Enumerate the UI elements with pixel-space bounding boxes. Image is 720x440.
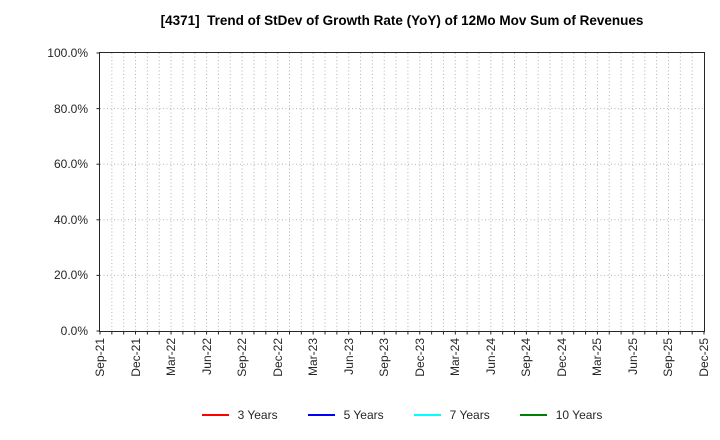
x-tick-label: Mar-22: [164, 338, 179, 377]
x-tick-label: Sep-23: [377, 338, 392, 377]
x-tick-label: Sep-22: [235, 338, 250, 377]
legend-item: 10 Years: [519, 408, 603, 422]
chart-title: [4371] Trend of StDev of Growth Rate (Yo…: [160, 13, 644, 28]
legend: 3 Years 5 Years 7 Years 10 Years: [100, 405, 704, 425]
legend-item: 5 Years: [307, 408, 384, 422]
x-tick-label: Dec-24: [554, 338, 569, 377]
legend-line-swatch: [413, 414, 441, 416]
x-tick-label: Dec-25: [697, 338, 711, 377]
x-tick-label: Mar-24: [448, 338, 463, 377]
y-axis: 0.0% 20.0% 40.0% 60.0% 80.0% 100.0%: [0, 0, 88, 440]
legend-item: 3 Years: [201, 408, 278, 422]
legend-label: 10 Years: [555, 408, 603, 422]
x-tick-label: Jun-25: [625, 338, 640, 375]
legend-line-swatch: [519, 414, 547, 416]
legend-item: 7 Years: [413, 408, 490, 422]
y-tick-label: 0.0%: [60, 324, 88, 338]
x-tick-label: Sep-24: [519, 338, 534, 377]
y-tick-label: 100.0%: [47, 46, 88, 60]
x-tick-label: Dec-22: [270, 338, 285, 377]
x-tick-label: Mar-23: [306, 338, 321, 377]
y-tick-label: 40.0%: [53, 212, 88, 227]
x-tick-label: Sep-25: [661, 338, 676, 377]
x-tick-label: Jun-23: [341, 338, 356, 375]
plot-area: [96, 52, 705, 335]
x-tick-label: Dec-21: [128, 338, 143, 377]
x-tick-label: Mar-25: [590, 338, 605, 377]
y-tick-label: 60.0%: [53, 157, 88, 172]
legend-label: 7 Years: [449, 408, 490, 422]
x-tick-label: Sep-21: [93, 338, 107, 377]
legend-line-swatch: [201, 414, 229, 416]
legend-line-swatch: [307, 414, 335, 416]
plot-grid-svg: [96, 52, 705, 335]
x-tick-label: Dec-23: [412, 338, 427, 377]
x-tick-label: Jun-24: [483, 338, 498, 375]
legend-label: 3 Years: [237, 408, 278, 422]
y-tick-label: 20.0%: [53, 268, 88, 283]
y-tick-label: 80.0%: [53, 101, 88, 116]
legend-label: 5 Years: [343, 408, 384, 422]
x-tick-label: Jun-22: [199, 338, 214, 375]
